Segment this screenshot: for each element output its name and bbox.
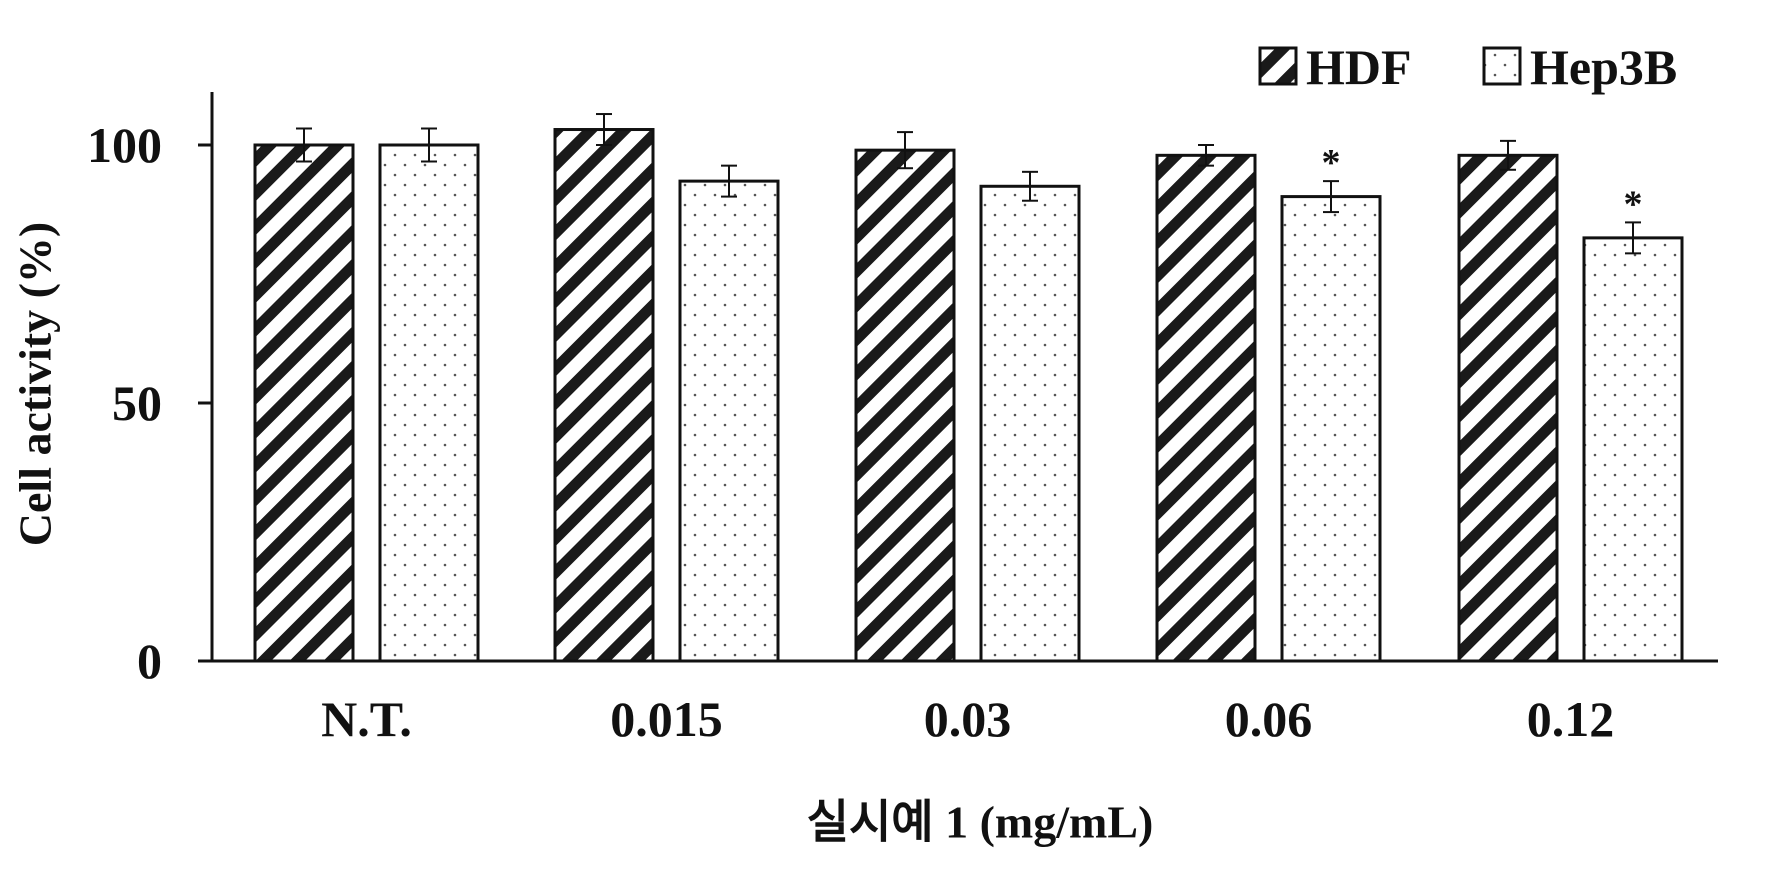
x-tick-label-0-12: 0.12 xyxy=(1527,691,1615,747)
bar-hep3b-0-015 xyxy=(678,179,780,663)
x-tick-label-0-06: 0.06 xyxy=(1225,691,1313,747)
error-bar-hdf-0-12 xyxy=(1500,139,1516,171)
error-bar-hep3b-n-t xyxy=(421,127,437,163)
error-bar-hep3b-0-12 xyxy=(1625,221,1641,255)
bar-hdf-0-06 xyxy=(1155,153,1257,663)
legend: HDF Hep3B xyxy=(1258,39,1677,95)
legend-swatch-hdf xyxy=(1258,46,1298,86)
error-bar-hep3b-0-06 xyxy=(1323,180,1339,214)
legend-label-hdf: HDF xyxy=(1306,39,1412,95)
bar-hdf-0-03 xyxy=(854,148,956,663)
y-axis-ticks: 0 50 100 xyxy=(87,117,212,689)
x-tick-label-0-03: 0.03 xyxy=(924,691,1012,747)
bar-hep3b-0-12 xyxy=(1582,236,1684,663)
y-tick-label-100: 100 xyxy=(87,117,162,173)
significance-mark-hep3b-0-12: * xyxy=(1624,183,1643,225)
x-tick-label-n-t: N.T. xyxy=(321,691,412,747)
error-bar-hdf-0-015 xyxy=(596,113,612,146)
error-bar-hdf-0-03 xyxy=(897,131,913,170)
bar-hdf-0-015 xyxy=(553,128,655,663)
significance-mark-hep3b-0-06: * xyxy=(1322,142,1341,184)
error-bar-hep3b-0-015 xyxy=(721,164,737,198)
legend-swatch-hep3b xyxy=(1482,46,1522,86)
legend-label-hep3b: Hep3B xyxy=(1530,39,1677,95)
bar-hep3b-0-03 xyxy=(979,184,1081,663)
y-tick-label-0: 0 xyxy=(137,633,162,689)
bar-hdf-n-t xyxy=(253,143,355,663)
bar-hep3b-0-06 xyxy=(1280,195,1382,663)
x-axis-tick-labels: N.T. 0.015 0.03 0.06 0.12 xyxy=(321,691,1614,747)
error-bar-hep3b-0-03 xyxy=(1022,170,1038,202)
bars-group: ** xyxy=(253,113,1684,663)
bar-hdf-0-12 xyxy=(1457,153,1559,663)
x-tick-label-0-015: 0.015 xyxy=(610,691,723,747)
y-axis-title: Cell activity (%) xyxy=(10,222,61,546)
x-axis-title: 실시예 1 (mg/mL) xyxy=(807,797,1154,848)
error-bar-hdf-0-06 xyxy=(1198,144,1214,167)
y-tick-label-50: 50 xyxy=(112,375,162,431)
error-bar-hdf-n-t xyxy=(296,127,312,163)
bar-hep3b-n-t xyxy=(378,143,480,663)
